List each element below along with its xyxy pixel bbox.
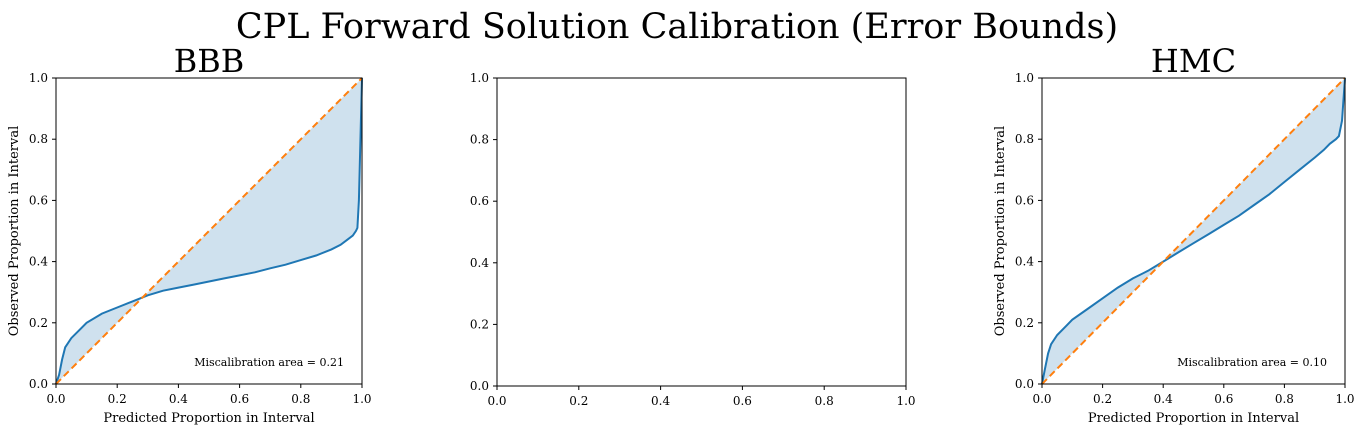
x-tick-label: 0.2 — [108, 392, 127, 406]
axes-frame — [55, 77, 363, 385]
miscalibration-annotation: Miscalibration area = 0.21 — [194, 356, 344, 369]
figure-suptitle: CPL Forward Solution Calibration (Error … — [236, 7, 1118, 47]
x-tick-label: 0.4 — [1154, 392, 1173, 406]
y-tick-label: 0.2 — [1015, 316, 1034, 330]
x-tick-label: 0.8 — [291, 392, 310, 406]
x-tick-label: 0.4 — [169, 392, 188, 406]
x-tick-label: 0.0 — [487, 394, 506, 408]
y-tick-label: 1.0 — [1015, 71, 1034, 85]
x-tick-label: 0.2 — [1093, 392, 1112, 406]
y-tick-label: 1.0 — [470, 71, 489, 85]
x-tick-label: 0.0 — [46, 392, 65, 406]
x-tick-label: 0.0 — [1032, 392, 1051, 406]
calibration-curve-line — [55, 77, 363, 385]
y-tick-label: 0.6 — [1015, 193, 1034, 207]
calibration-curve-line — [1041, 77, 1346, 385]
ideal-calibration-line — [55, 77, 363, 385]
x-tick-label: 1.0 — [1335, 392, 1354, 406]
y-tick-label: 0.0 — [1015, 377, 1034, 391]
x-tick-label: 0.8 — [1275, 392, 1294, 406]
x-tick-label: 0.6 — [733, 394, 752, 408]
axes-frame — [1041, 77, 1346, 385]
axes-frame — [496, 77, 907, 387]
y-tick-label: 0.0 — [470, 379, 489, 393]
y-tick-label: 0.4 — [470, 256, 489, 270]
y-tick-label: 0.8 — [470, 133, 489, 147]
y-tick-label: 0.0 — [29, 377, 48, 391]
y-tick-label: 0.4 — [1015, 255, 1034, 269]
y-tick-label: 1.0 — [29, 71, 48, 85]
y-tick-label: 0.2 — [29, 316, 48, 330]
x-tick-label: 0.6 — [1214, 392, 1233, 406]
x-axis-label: Predicted Proportion in Interval — [103, 411, 314, 426]
y-tick-label: 0.4 — [29, 255, 48, 269]
ideal-calibration-line — [1041, 77, 1346, 385]
x-tick-label: 0.8 — [815, 394, 834, 408]
axes-empty: 0.0 0.2 0.4 0.6 0.8 1.0 0.0 0.2 0.4 0.6 0.8 1.0 — [470, 71, 916, 408]
y-tick-label: 0.8 — [1015, 132, 1034, 146]
y-axis-label: Observed Proportion in Interval — [993, 126, 1008, 336]
y-axis-label: Observed Proportion in Interval — [7, 126, 22, 336]
y-tick-label: 0.6 — [29, 193, 48, 207]
x-tick-label: 0.2 — [569, 394, 588, 408]
y-tick-label: 0.2 — [470, 317, 489, 331]
axes-title: BBB — [174, 42, 245, 80]
axes-title: HMC — [1151, 42, 1236, 80]
x-tick-label: 0.6 — [230, 392, 249, 406]
x-axis-label: Predicted Proportion in Interval — [1088, 411, 1299, 426]
y-tick-label: 0.6 — [470, 194, 489, 208]
axes-bbb: 0.0 0.2 0.4 0.6 0.8 1.0 0.0 0.2 0.4 0.6 0.8 1.0 BBB P… — [7, 42, 372, 426]
x-tick-label: 1.0 — [896, 394, 915, 408]
miscalibration-annotation: Miscalibration area = 0.10 — [1177, 356, 1327, 369]
x-tick-label: 0.4 — [651, 394, 670, 408]
y-tick-label: 0.8 — [29, 132, 48, 146]
x-tick-label: 1.0 — [352, 392, 371, 406]
axes-hmc: 0.0 0.2 0.4 0.6 0.8 1.0 0.0 0.2 0.4 0.6 0.8 1.0 HMC P… — [993, 42, 1355, 426]
